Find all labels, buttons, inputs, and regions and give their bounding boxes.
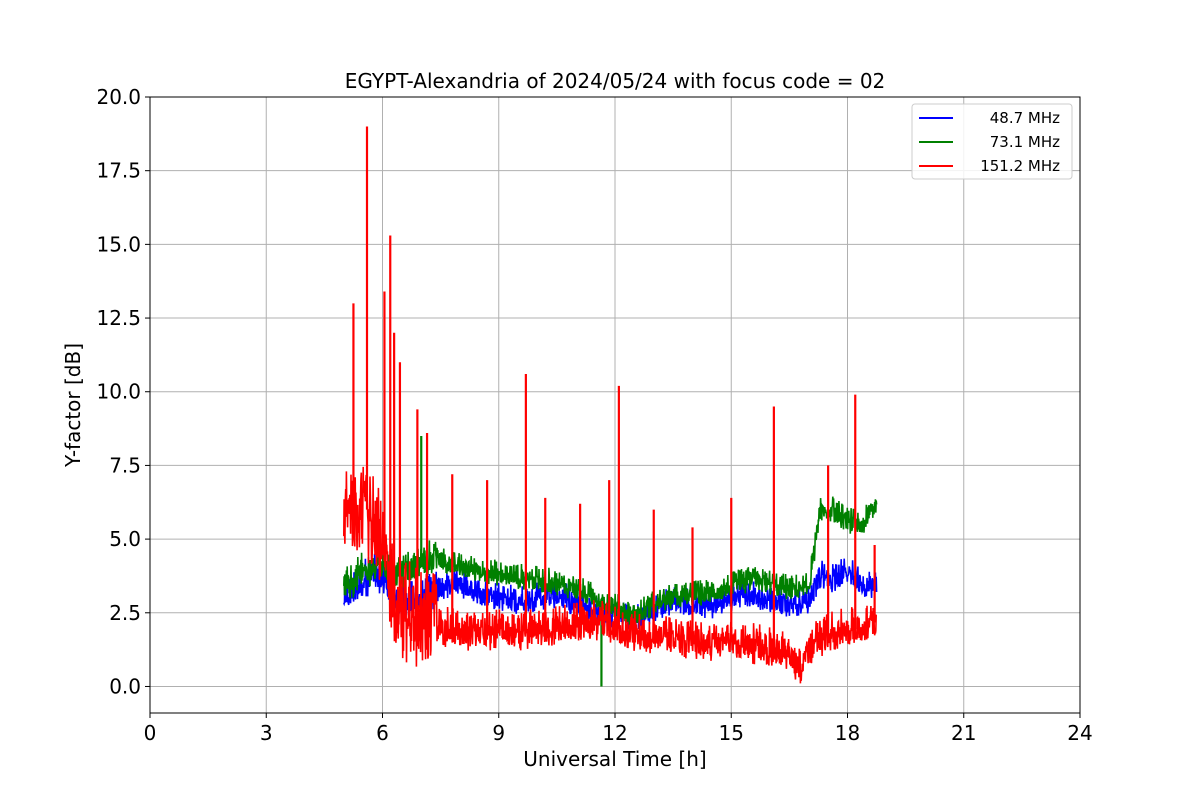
- y-tick-label: 20.0: [96, 85, 141, 109]
- x-tick-label: 6: [376, 721, 389, 745]
- x-tick-label: 9: [492, 721, 505, 745]
- chart-title: EGYPT-Alexandria of 2024/05/24 with focu…: [345, 69, 886, 93]
- y-tick-label: 15.0: [96, 232, 141, 256]
- legend-label: 48.7 MHz: [990, 109, 1060, 127]
- x-axis-label: Universal Time [h]: [523, 747, 706, 771]
- legend-label: 151.2 MHz: [980, 157, 1060, 175]
- y-tick-label: 12.5: [96, 306, 141, 330]
- x-axis: 0 3 6 9 12 15 18 21 24: [144, 713, 1093, 745]
- series-group: [343, 126, 878, 687]
- legend-box: [911, 103, 1073, 180]
- legend-label: 73.1 MHz: [990, 133, 1060, 151]
- y-tick-label: 5.0: [109, 527, 141, 551]
- y-axis-label: Y-factor [dB]: [61, 343, 85, 468]
- x-tick-label: 3: [260, 721, 273, 745]
- y-tick-label: 2.5: [109, 601, 141, 625]
- x-tick-label: 15: [719, 721, 744, 745]
- y-tick-label: 10.0: [96, 380, 141, 404]
- y-axis: 0.0 2.5 5.0 7.5 10.0 12.5 15.0 17.5 20.0: [96, 85, 150, 698]
- x-tick-label: 18: [835, 721, 860, 745]
- legend: 48.7 MHz 73.1 MHz 151.2 MHz: [911, 103, 1073, 180]
- x-tick-label: 24: [1067, 721, 1092, 745]
- y-tick-label: 17.5: [96, 159, 141, 183]
- y-tick-label: 7.5: [109, 453, 141, 477]
- x-tick-label: 12: [602, 721, 627, 745]
- x-tick-label: 0: [144, 721, 157, 745]
- x-tick-label: 21: [951, 721, 976, 745]
- y-tick-label: 0.0: [109, 674, 141, 698]
- series-151-2-mhz: [343, 126, 878, 684]
